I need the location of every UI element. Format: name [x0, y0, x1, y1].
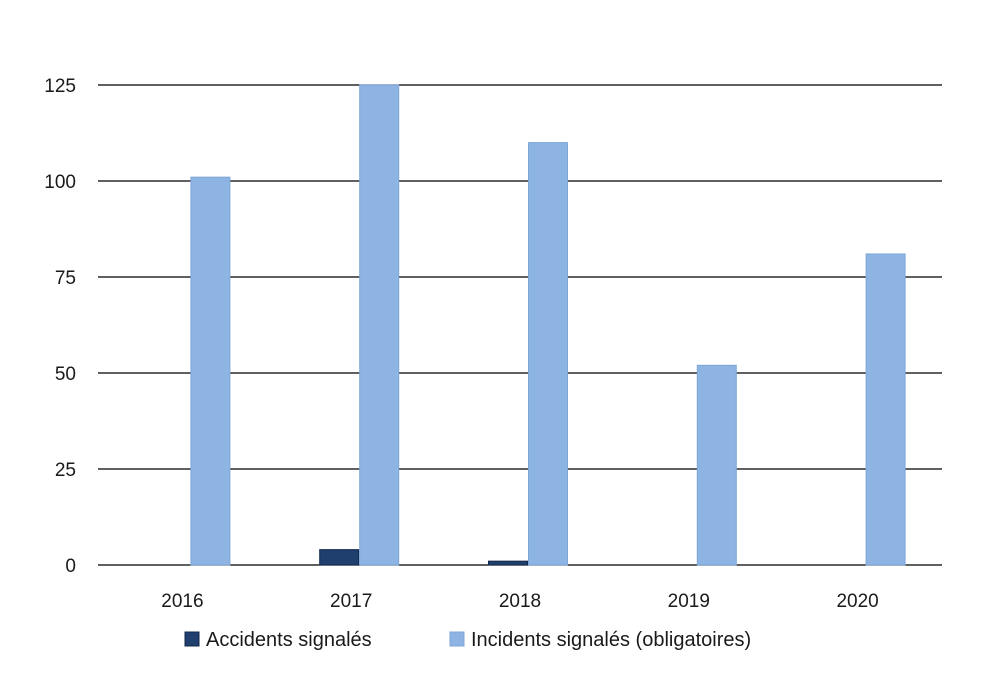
legend-label: Accidents signalés: [206, 629, 372, 651]
y-tick-label: 125: [44, 76, 76, 97]
bar-accidents: [488, 560, 528, 566]
y-tick-label: 50: [55, 364, 76, 385]
x-tick-label: 2019: [668, 591, 710, 612]
x-tick-label: 2016: [161, 591, 203, 612]
legend: Accidents signalés Incidents signalés (ob…: [184, 629, 751, 651]
x-tick-label: 2017: [330, 591, 372, 612]
bar-incidents: [865, 253, 906, 566]
y-tick-label: 75: [55, 268, 76, 289]
bar-incidents: [190, 176, 231, 566]
bar-incidents: [528, 142, 568, 566]
y-tick-label: 0: [65, 556, 76, 577]
x-tick-label: 2020: [836, 591, 878, 612]
gridlines: [98, 84, 942, 566]
y-tick-label: 25: [55, 460, 76, 481]
legend-swatch: [184, 631, 200, 647]
legend-label: Incidents signalés (obligatoires): [471, 629, 751, 651]
bars: [190, 84, 906, 566]
y-axis-ticks: 0 25 50 75 100 125: [44, 76, 76, 577]
x-axis-ticks: 2016 2017 2018 2019 2020: [161, 591, 878, 612]
bar-accidents: [319, 549, 360, 566]
y-tick-label: 100: [44, 172, 76, 193]
bar-incidents: [359, 84, 400, 566]
x-tick-label: 2018: [499, 591, 541, 612]
bar-incidents: [696, 364, 737, 566]
legend-swatch: [449, 631, 465, 647]
